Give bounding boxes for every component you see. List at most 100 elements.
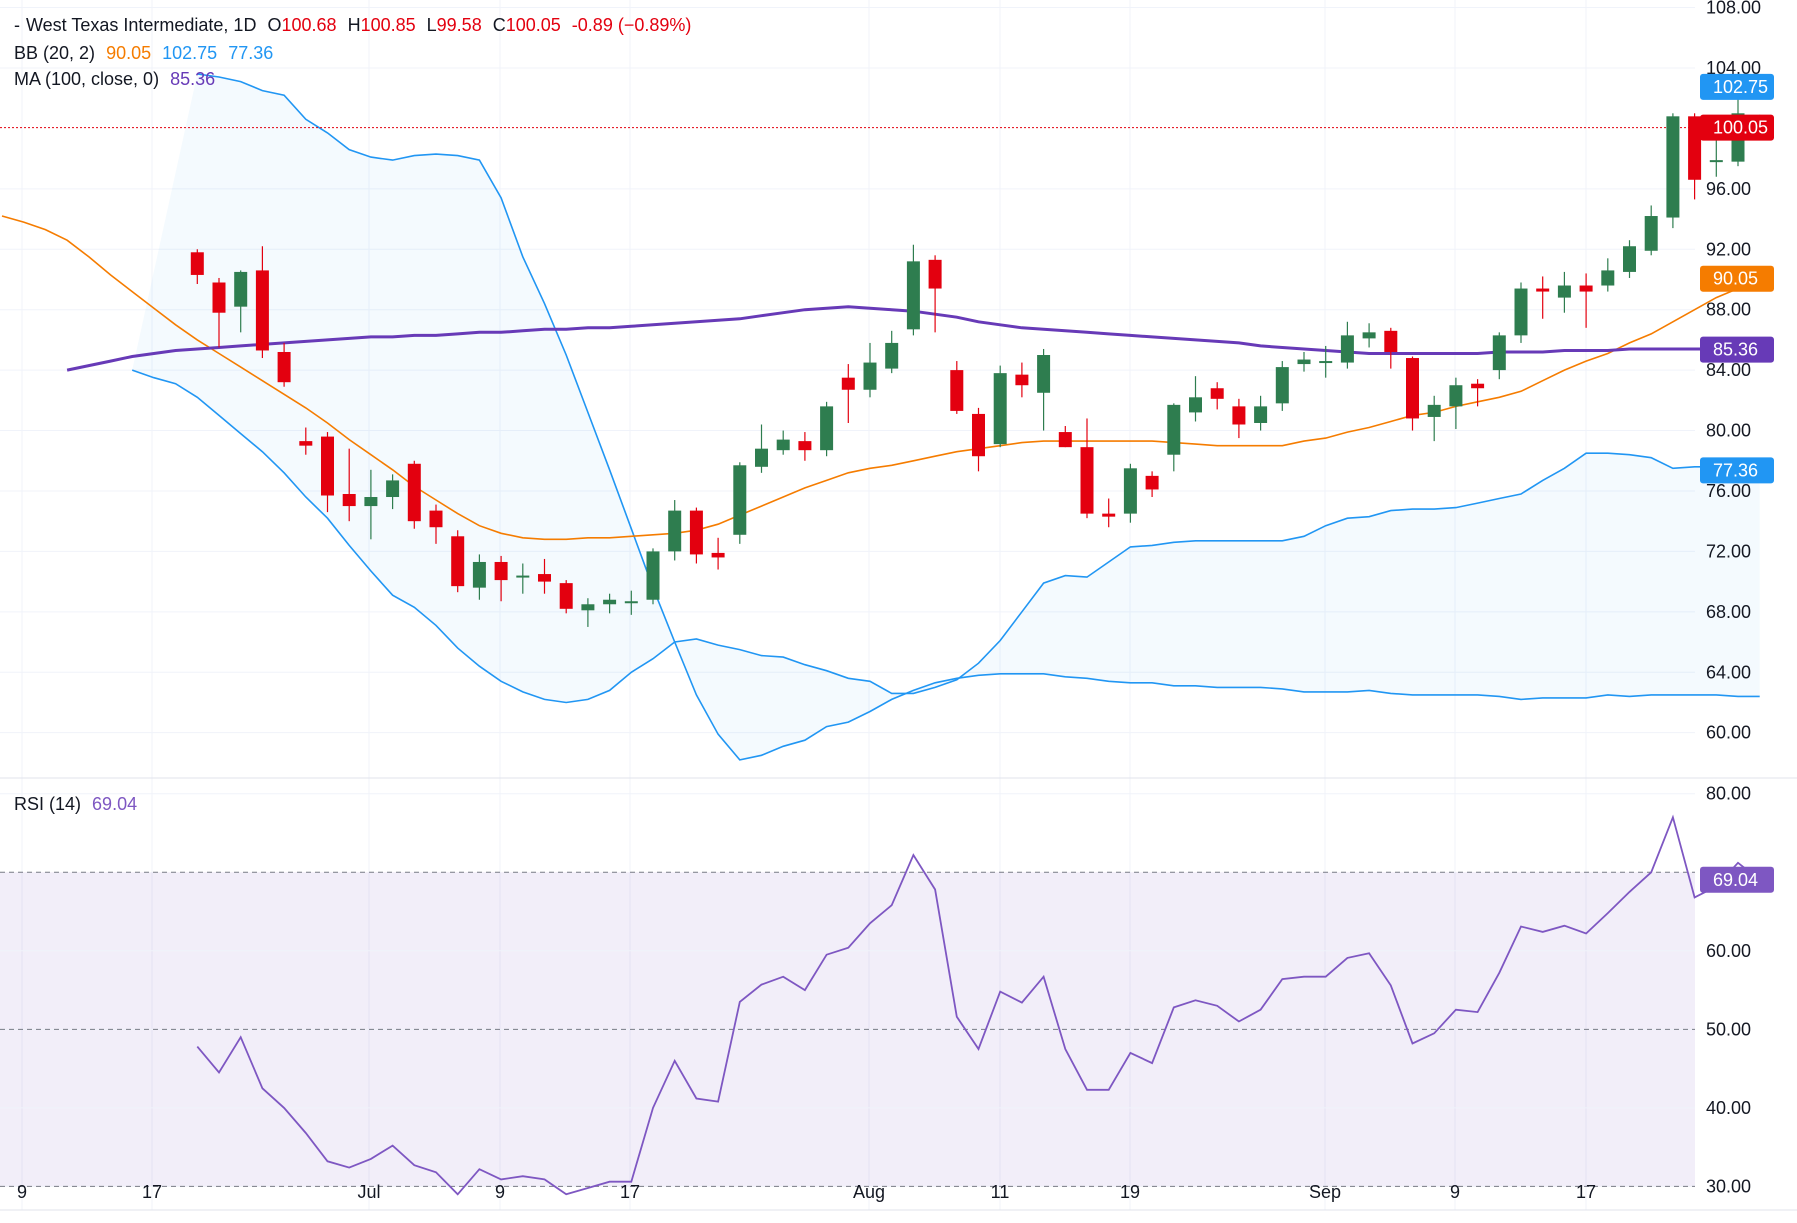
candle-body: [581, 604, 595, 611]
candle-body: [776, 439, 790, 451]
candle: [841, 364, 855, 423]
close-value: 100.05: [505, 15, 561, 35]
time-tick-label: 17: [1576, 1182, 1596, 1202]
price-tag-label: 85.36: [1713, 340, 1758, 360]
candle: [1080, 418, 1094, 519]
candle-body: [342, 493, 356, 507]
candle: [299, 427, 313, 455]
candle: [928, 255, 942, 333]
candle: [1536, 276, 1550, 319]
candle-body: [863, 362, 877, 390]
price-change: -0.89 (−0.89%): [571, 15, 692, 35]
price-tag: [1700, 457, 1774, 484]
candle-body: [472, 561, 486, 588]
candle-body: [668, 510, 682, 552]
candle-body: [429, 510, 443, 528]
time-axis[interactable]: 9 17 Jul 9 17 Aug 11 19 Sep 9 17: [17, 1182, 1596, 1202]
candle: [1297, 351, 1311, 372]
candle: [1340, 321, 1354, 369]
ohlc-low: L99.58: [427, 15, 482, 35]
rsi-tick-label: 80.00: [1706, 784, 1751, 804]
bollinger-band-fill: [132, 74, 1760, 760]
candle-body: [1536, 288, 1550, 292]
price-tick-label: 72.00: [1706, 541, 1751, 561]
candle-body: [1232, 406, 1246, 425]
bb-lower-value: 77.36: [228, 43, 274, 63]
candle-body: [928, 259, 942, 289]
bollinger-upper-line: [197, 73, 1760, 761]
candle: [581, 598, 595, 627]
rsi-axis[interactable]: 80.00 60.00 50.00 40.00 30.00: [1706, 784, 1751, 1197]
candle: [1232, 398, 1246, 439]
candle-body: [190, 252, 204, 275]
candle: [1557, 271, 1571, 313]
ohlc-open: O100.68: [267, 15, 336, 35]
time-tick-label: Jul: [357, 1182, 380, 1202]
bb-mid-value: 90.05: [106, 43, 152, 63]
rsi-legend[interactable]: RSI (14) 69.04: [14, 793, 143, 815]
time-tick-label: 9: [17, 1182, 27, 1202]
candle: [972, 407, 985, 472]
candle-body: [1189, 397, 1202, 413]
candle-body: [538, 574, 551, 582]
candle-body: [711, 552, 725, 558]
candle: [733, 462, 747, 544]
open-value: 100.68: [281, 15, 337, 35]
candle: [516, 563, 530, 594]
candle: [1384, 327, 1398, 369]
low-value: 99.58: [436, 15, 482, 35]
candle: [1644, 205, 1658, 256]
close-label: C: [492, 15, 506, 35]
ma-legend[interactable]: MA (100, close, 0) 85.36: [14, 68, 221, 90]
candle-body: [277, 351, 291, 383]
time-tick-label: 19: [1120, 1182, 1140, 1202]
rsi-tick-label: 30.00: [1706, 1176, 1751, 1196]
ma-label: MA (100, close, 0): [14, 69, 160, 89]
candle: [668, 500, 682, 561]
candle: [1015, 362, 1029, 398]
price-tag: [1700, 114, 1774, 141]
candle: [863, 342, 877, 398]
bollinger-lower-line: [131, 369, 1760, 704]
candle-body: [559, 583, 573, 609]
candle: [1037, 348, 1051, 431]
candle: [1102, 498, 1116, 528]
candle: [1623, 240, 1636, 278]
ohlc-close: C100.05: [493, 15, 561, 35]
rsi-tag-box: [1700, 866, 1774, 893]
symbol-name[interactable]: West Texas Intermediate, 1D: [26, 15, 257, 35]
time-tick-label: 17: [620, 1182, 640, 1202]
candle: [820, 401, 834, 457]
candle-body: [255, 270, 269, 351]
time-tick-label: 9: [495, 1182, 505, 1202]
candle-body: [646, 551, 660, 600]
candle: [1145, 471, 1159, 498]
candle-body: [1449, 385, 1463, 407]
price-axis[interactable]: 108.00 104.00 96.00 92.00 88.00 84.00 80.00 76.…: [1706, 0, 1761, 743]
candle: [646, 548, 660, 605]
price-tick-label: 68.00: [1706, 602, 1751, 622]
candle-body: [624, 601, 638, 604]
candle-body: [1492, 335, 1506, 371]
price-tick-label: 92.00: [1706, 239, 1751, 259]
bb-legend[interactable]: BB (20, 2) 90.05 102.75 77.36: [14, 42, 279, 64]
price-tick-label: 60.00: [1706, 723, 1751, 743]
candle-body: [1601, 270, 1615, 286]
candle: [798, 432, 812, 461]
time-tick-label: Aug: [853, 1182, 885, 1202]
high-label: H: [347, 15, 361, 35]
candle-body: [755, 448, 768, 467]
ma-value: 85.36: [170, 69, 216, 89]
candle: [212, 277, 226, 348]
rsi-level-lines: [0, 871, 1695, 1187]
candle: [277, 342, 291, 387]
candle: [906, 244, 920, 336]
candle-body: [1275, 367, 1289, 404]
price-tick-label: 88.00: [1706, 300, 1751, 320]
candle-body: [321, 436, 334, 496]
candle-body: [212, 282, 226, 313]
candle-body: [1709, 160, 1723, 163]
candle-body: [972, 413, 985, 457]
bb-upper-value: 102.75: [162, 43, 218, 63]
